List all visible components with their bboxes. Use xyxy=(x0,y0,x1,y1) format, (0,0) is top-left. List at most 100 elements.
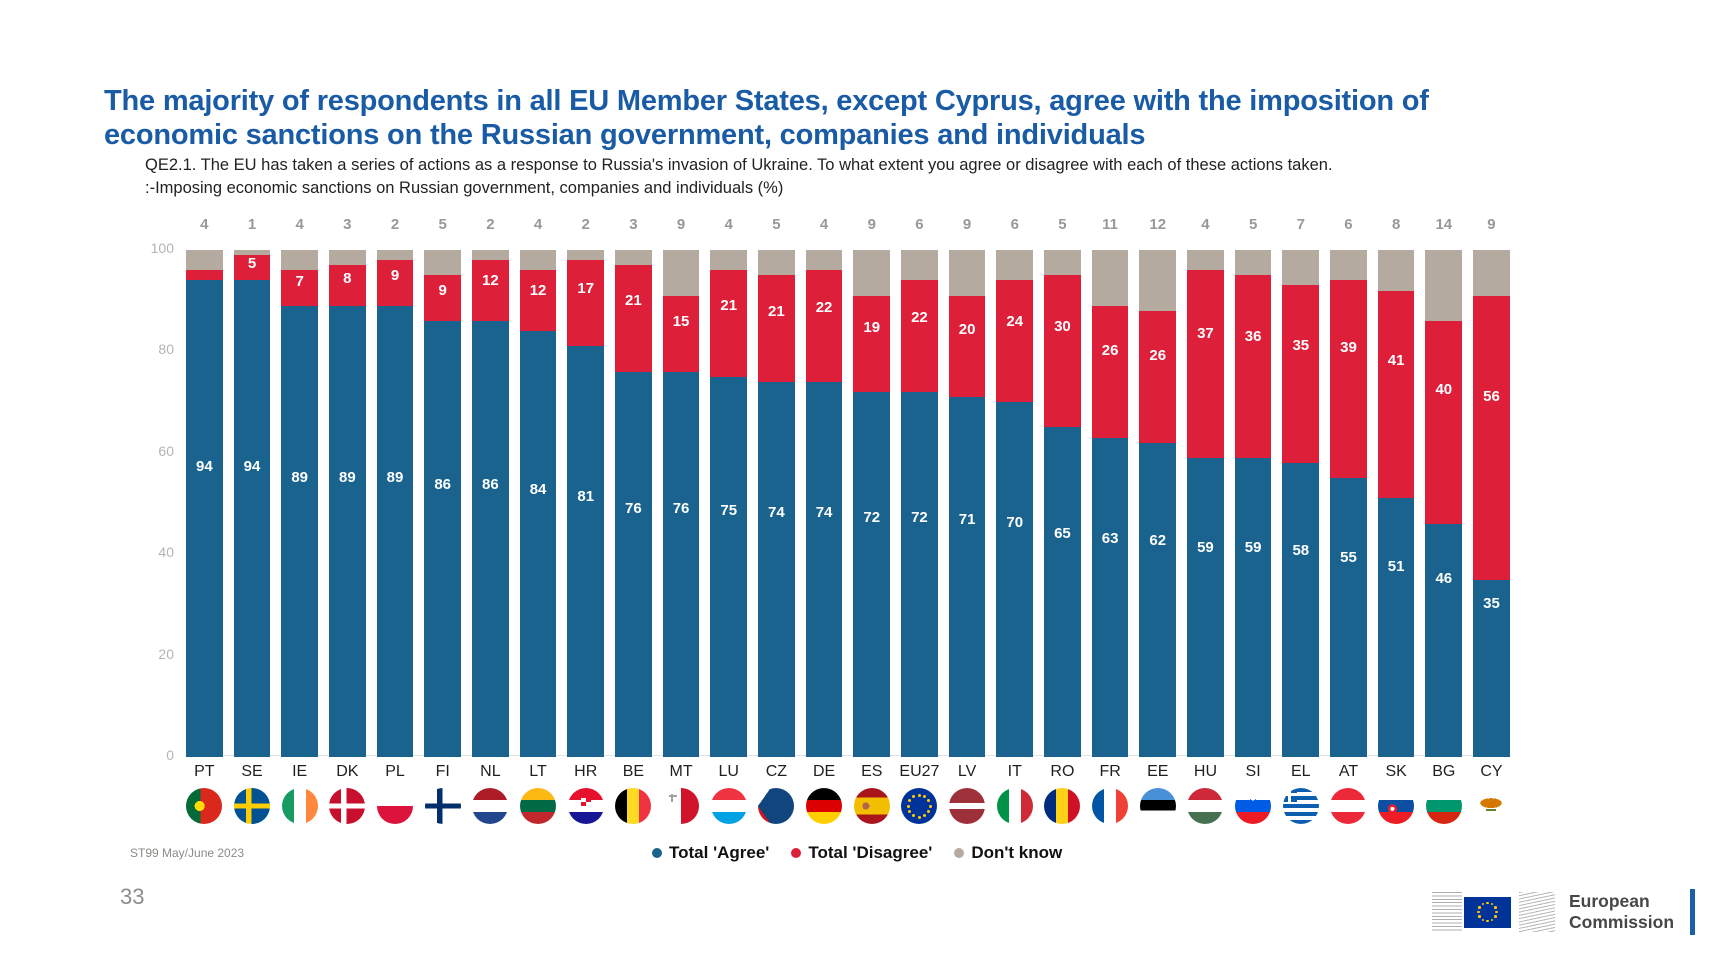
agree-segment xyxy=(1377,498,1415,757)
bar-column-LV: 9 20 71 LV xyxy=(948,214,986,824)
bar-stack: 37 59 xyxy=(1187,250,1224,757)
disagree-segment xyxy=(1377,290,1415,499)
bar-stack: 7 89 xyxy=(281,250,319,757)
agree-segment xyxy=(1139,442,1177,757)
dontknow-value-label: 8 xyxy=(1391,216,1401,233)
dontknow-value-label: 5 xyxy=(438,216,447,233)
disagree-segment xyxy=(281,270,319,306)
dontknow-value-label: 6 xyxy=(915,216,924,233)
agree-value-label: 35 xyxy=(1483,595,1500,613)
flag-icon-IE xyxy=(281,788,318,824)
bar-column-NL: 2 12 86 NL xyxy=(472,214,509,824)
flag-icon-PT xyxy=(186,788,223,824)
flag-icon-SI xyxy=(1235,788,1272,824)
flag-icon-LU xyxy=(710,788,747,824)
bar-column-CZ: 5 21 74 CZ xyxy=(758,214,795,824)
dontknow-segment xyxy=(1187,250,1224,271)
eu-star xyxy=(917,815,921,819)
agree-segment xyxy=(329,305,366,757)
agree-value-label: 75 xyxy=(720,502,738,520)
legend-dot xyxy=(954,848,965,858)
legend-item: Don't know xyxy=(954,843,1062,863)
disagree-value-label: 40 xyxy=(1435,380,1453,398)
flag-icon-EE xyxy=(1139,788,1176,824)
dontknow-value-label: 3 xyxy=(343,216,352,233)
eu-star xyxy=(1481,918,1485,922)
dontknow-segment xyxy=(1473,250,1510,296)
dontknow-segment xyxy=(424,250,462,276)
dontknow-segment xyxy=(853,250,891,296)
country-code-label: PT xyxy=(194,763,215,780)
bar-column-EU27: 6 22 72 EU27 xyxy=(899,214,939,824)
dontknow-segment xyxy=(1234,250,1272,276)
agree-segment xyxy=(1425,523,1463,757)
dontknow-segment xyxy=(567,250,605,261)
disagree-segment xyxy=(567,260,605,347)
eu-star xyxy=(1481,902,1485,906)
disagree-value-label: 22 xyxy=(815,299,833,317)
bar-column-BG: 14 40 46 BG xyxy=(1425,214,1463,824)
country-code-label: IE xyxy=(292,763,308,780)
bar-column-RO: 5 30 65 RO xyxy=(1044,214,1081,824)
disagree-value-label: 9 xyxy=(390,266,400,284)
bar-column-PT: 4 94 PT xyxy=(186,214,223,824)
bar-column-AT: 6 39 55 AT xyxy=(1330,214,1367,824)
ec-logo-hatch-left xyxy=(1432,892,1462,932)
dontknow-value-label: 1 xyxy=(247,216,257,233)
dontknow-value-label: 4 xyxy=(200,216,209,233)
bar-stack: 56 35 xyxy=(1473,250,1510,757)
dontknow-segment xyxy=(615,250,652,266)
country-code-label: BG xyxy=(1432,763,1456,780)
agree-value-label: 89 xyxy=(339,469,356,487)
country-code-label: MT xyxy=(669,763,693,780)
disagree-value-label: 20 xyxy=(958,321,976,339)
flag-icon-HU xyxy=(1187,788,1224,824)
legend-label: Total 'Disagree' xyxy=(808,843,933,862)
disagree-value-label: 7 xyxy=(295,273,304,291)
eu-star xyxy=(1478,915,1481,918)
disagree-value-label: 26 xyxy=(1101,341,1119,359)
bar-stack: 30 65 xyxy=(1044,250,1081,757)
bar-stack: 40 46 xyxy=(1425,250,1463,757)
agree-value-label: 84 xyxy=(529,481,547,499)
agree-value-label: 74 xyxy=(768,504,785,522)
disagree-segment xyxy=(996,280,1034,403)
country-code-label: HR xyxy=(574,763,598,780)
agree-segment xyxy=(233,280,271,757)
dontknow-segment xyxy=(710,250,748,271)
disagree-segment xyxy=(519,270,557,332)
bar-column-EE: 12 26 62 EE xyxy=(1139,214,1177,824)
bar-column-SI: 5 36 59 SI xyxy=(1234,214,1272,824)
disagree-value-label: 5 xyxy=(247,254,257,272)
flag-icon-SK xyxy=(1378,788,1415,824)
bar-column-HR: 2 17 81 HR xyxy=(567,214,605,824)
ec-logo-text: European Commission xyxy=(1569,891,1674,934)
agree-segment xyxy=(1282,462,1320,757)
dontknow-value-label: 7 xyxy=(1296,216,1305,233)
bar-column-EL: 7 35 58 EL xyxy=(1282,214,1320,824)
flag-icon-DK xyxy=(329,788,366,824)
bar-column-ES: 9 19 72 ES xyxy=(853,214,891,824)
dontknow-value-label: 4 xyxy=(1201,216,1210,233)
flag-icon-AT xyxy=(1330,788,1367,824)
bar-stack: 41 51 xyxy=(1377,250,1415,757)
y-tick-label: 20 xyxy=(158,645,174,662)
agree-value-label: 65 xyxy=(1054,525,1071,543)
source-label: ST99 May/June 2023 xyxy=(130,846,245,860)
country-code-label: CY xyxy=(1480,763,1503,780)
country-code-label: ES xyxy=(861,763,883,780)
eu-star xyxy=(917,793,921,797)
dontknow-value-label: 4 xyxy=(533,216,543,233)
y-tick-label: 40 xyxy=(158,544,174,561)
bar-column-MT: 9 15 76 MT xyxy=(662,214,700,824)
disagree-segment xyxy=(329,265,366,306)
disagree-segment xyxy=(1044,275,1081,428)
eu-star xyxy=(923,814,927,817)
bar-stack: 20 71 xyxy=(948,250,986,757)
agree-segment xyxy=(1330,478,1367,757)
agree-segment xyxy=(472,320,509,757)
disagree-value-label: 22 xyxy=(911,309,928,327)
bar-column-BE: 3 21 76 BE xyxy=(615,214,652,824)
disagree-segment xyxy=(376,260,414,306)
dontknow-value-label: 5 xyxy=(1058,216,1067,233)
